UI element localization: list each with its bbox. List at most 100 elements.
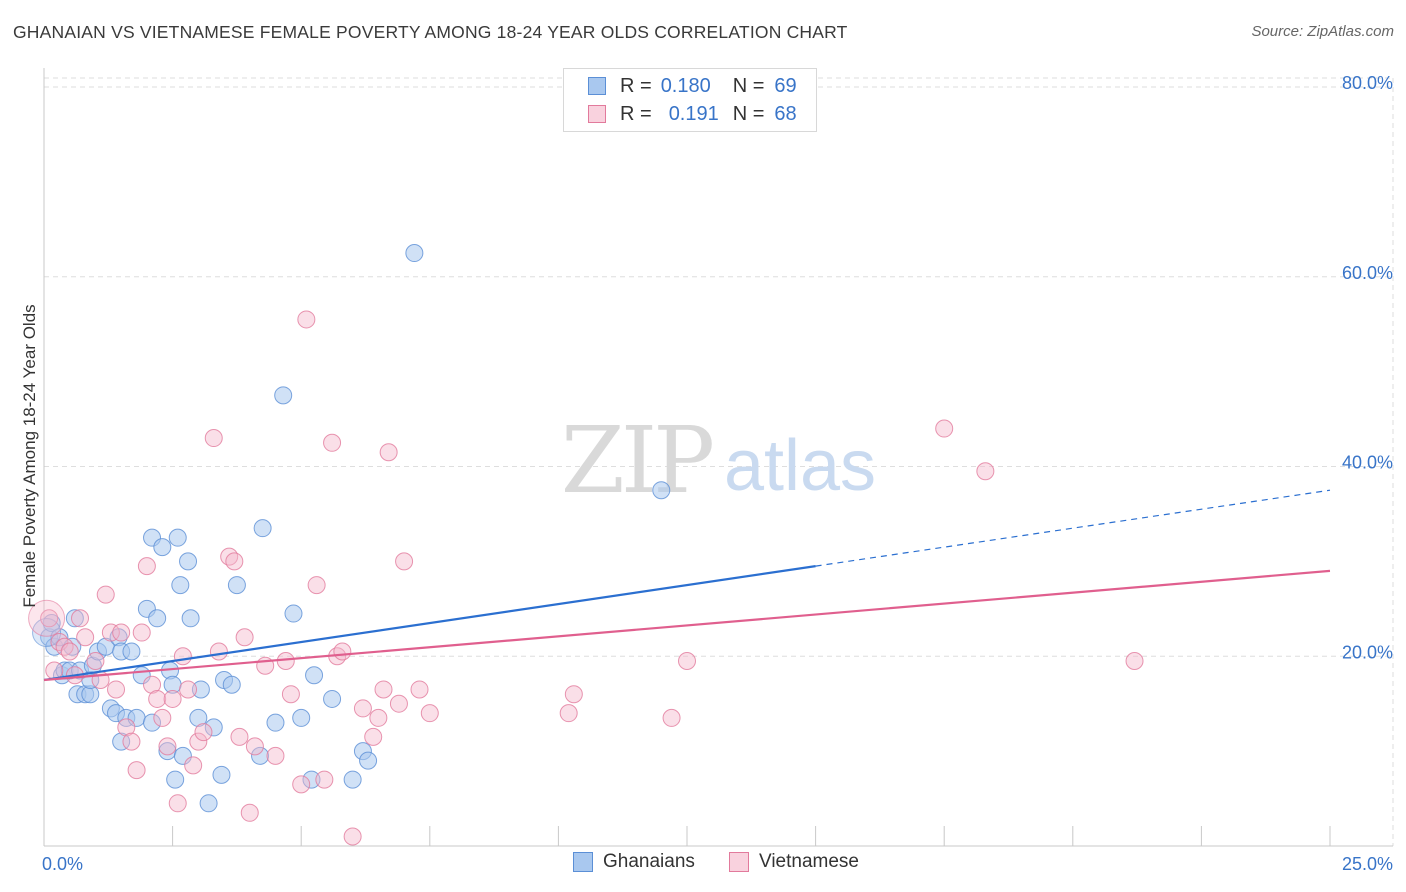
vietnamese-point — [395, 552, 414, 571]
vietnamese-point — [107, 680, 126, 699]
watermark-zip: ZIP — [561, 407, 712, 514]
vietnamese-point — [148, 689, 167, 708]
ghanaians-point — [274, 386, 293, 405]
legend-swatch-vietnamese — [729, 852, 749, 872]
ghanaians-point — [189, 708, 208, 727]
legend-row-ghanaians: R = 0.180 N = 69 — [588, 74, 797, 98]
vietnamese-point — [122, 732, 141, 751]
vietnamese-point — [343, 827, 362, 846]
n-value: 69 — [774, 74, 797, 97]
vietnamese-point — [132, 623, 151, 642]
ghanaians-point — [323, 689, 342, 708]
axes — [43, 68, 1393, 847]
vietnamese-point — [315, 770, 334, 789]
watermark: ZIP atlas — [561, 407, 876, 514]
vietnamese-point — [364, 727, 383, 746]
vietnamese-trend-line — [43, 569, 1331, 682]
vietnamese-point — [179, 680, 198, 699]
vietnamese-point — [40, 609, 59, 628]
vietnamese-point — [163, 689, 182, 708]
gridlines — [44, 77, 1394, 846]
ghanaians-point — [153, 538, 172, 557]
vietnamese-point — [662, 708, 681, 727]
watermark-atlas: atlas — [724, 426, 876, 506]
ghanaians-point — [179, 552, 198, 571]
vietnamese-point — [173, 647, 192, 666]
ghanaians-point — [143, 713, 162, 732]
vietnamese-point — [235, 628, 254, 647]
ghanaians-point — [253, 519, 272, 538]
r-value: 0.180 — [660, 74, 711, 97]
n-label: N = — [732, 102, 765, 125]
ghanaians-point — [122, 642, 141, 661]
series-ghanaians-points — [32, 244, 671, 813]
vietnamese-point — [230, 727, 249, 746]
ghanaians-point — [222, 675, 241, 694]
vietnamese-point — [266, 746, 285, 765]
ghanaians-point — [199, 794, 218, 813]
ghanaians-point — [284, 604, 303, 623]
vietnamese-point — [71, 609, 90, 628]
vietnamese-point — [1125, 651, 1144, 670]
y-axis-label: Female Poverty Among 18-24 Year Olds — [20, 304, 39, 608]
ghanaians-point — [204, 718, 223, 737]
vietnamese-point — [209, 642, 228, 661]
legend-swatch-pink — [588, 105, 606, 123]
vietnamese-point — [225, 552, 244, 571]
vietnamese-point — [281, 685, 300, 704]
vietnamese-point — [240, 803, 259, 822]
vietnamese-point — [86, 651, 105, 670]
source-label: Source: ZipAtlas.com — [1251, 23, 1394, 40]
vietnamese-point — [564, 685, 583, 704]
vietnamese-point — [420, 704, 439, 723]
vietnamese-point — [112, 623, 131, 642]
ghanaians-point — [359, 751, 378, 770]
series-vietnamese-points — [28, 310, 1144, 846]
ghanaians-point — [166, 770, 185, 789]
ghanaians-point — [302, 770, 321, 789]
vietnamese-point — [194, 723, 213, 742]
vietnamese-point — [127, 761, 146, 780]
vietnamese-point — [153, 708, 172, 727]
vietnamese-point — [189, 732, 208, 751]
ghanaians-point — [65, 609, 84, 628]
legend-label-vietnamese: Vietnamese — [759, 851, 859, 872]
vietnamese-point — [137, 557, 156, 576]
r-label: R = — [620, 102, 652, 125]
x-tick-label-min: 0.0% — [42, 854, 83, 874]
legend-label-ghanaians: Ghanaians — [603, 851, 695, 872]
correlation-legend: R = 0.180 N = 69 R = 0.191 N = 68 — [563, 68, 817, 132]
vietnamese-point — [50, 633, 69, 652]
vietnamese-point — [369, 708, 388, 727]
x-tick-label-max: 25.0% — [1342, 854, 1393, 874]
n-value: 68 — [774, 102, 797, 125]
ghanaians-point — [173, 746, 192, 765]
ghanaians-point — [227, 576, 246, 595]
vietnamese-point — [101, 623, 120, 642]
ghanaians-point — [148, 609, 167, 628]
y-tick-label: 40.0% — [1342, 453, 1393, 473]
vietnamese-point — [935, 419, 954, 438]
vietnamese-point — [333, 642, 352, 661]
vietnamese-point — [158, 737, 177, 756]
vietnamese-point — [323, 433, 342, 452]
ghanaians-point — [652, 481, 671, 500]
ghanaians-point — [292, 708, 311, 727]
legend-item-ghanaians: Ghanaians — [573, 851, 695, 873]
ghanaians-point — [168, 528, 187, 547]
vietnamese-point — [307, 576, 326, 595]
legend-swatch-blue — [588, 77, 606, 95]
n-label: N = — [732, 74, 765, 97]
vietnamese-point — [117, 718, 136, 737]
vietnamese-point — [374, 680, 393, 699]
vietnamese-point — [76, 628, 95, 647]
ghanaians-point — [266, 713, 285, 732]
ghanaians-point — [171, 576, 190, 595]
vietnamese-point — [45, 661, 64, 680]
y-tick-label: 20.0% — [1342, 642, 1393, 662]
ghanaians-point — [112, 732, 131, 751]
ghanaians-point — [181, 609, 200, 628]
ghanaians-trend-line — [43, 565, 816, 682]
vietnamese-point — [60, 642, 79, 661]
